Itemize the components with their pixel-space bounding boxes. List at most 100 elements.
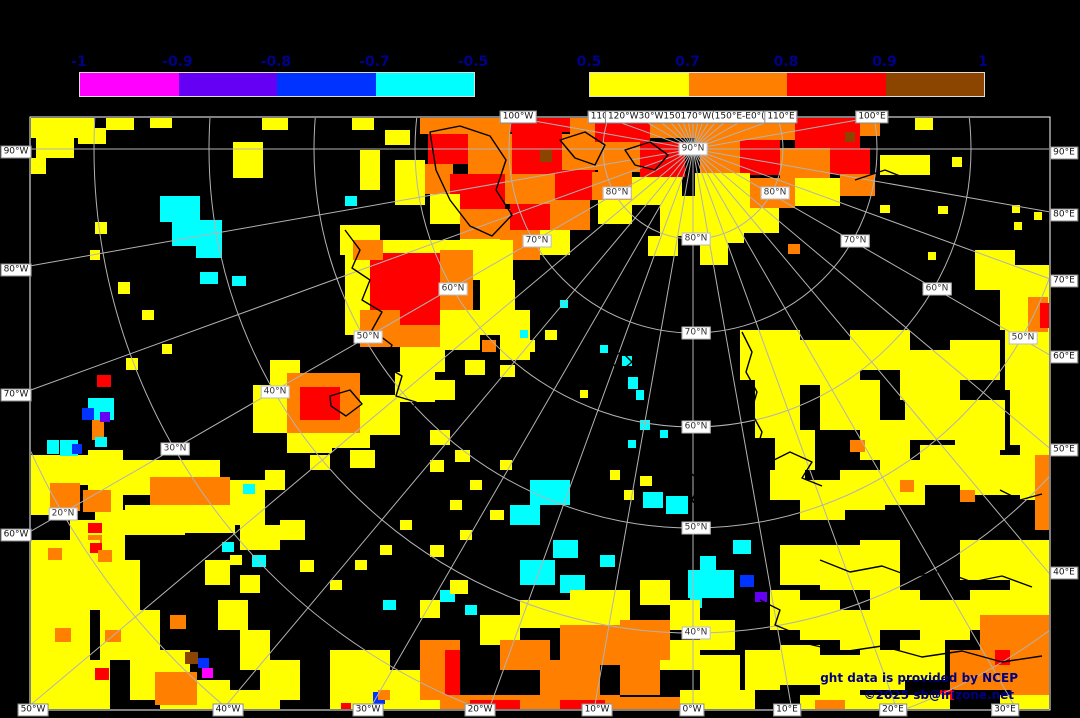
map-cell: [83, 490, 111, 512]
coastline: [607, 351, 633, 373]
negative-colorbar-tick-label: -0.7: [359, 54, 390, 70]
map-cell: [510, 505, 540, 525]
map-cell: [640, 580, 670, 605]
map-cell: [118, 282, 130, 294]
map-cell: [88, 523, 102, 533]
map-cell: [952, 157, 962, 167]
map-cell: [172, 220, 222, 246]
map-cell: [840, 174, 875, 196]
map-cell: [598, 200, 632, 224]
map-cell: [243, 484, 255, 494]
map-cell: [95, 437, 107, 447]
map-cell: [262, 118, 288, 130]
positive-colorbar-segment: [590, 73, 689, 96]
negative-colorbar-segment: [80, 73, 179, 96]
lon-label-left: 70°W: [0, 388, 32, 402]
map-cell: [460, 530, 472, 540]
map-cell: [330, 580, 342, 590]
map-cell: [1040, 303, 1049, 328]
map-cell: [500, 365, 515, 377]
graticule-meridian: [692, 148, 1049, 449]
positive-colorbar-tick-label: 0.5: [576, 54, 602, 70]
map-cell: [1010, 640, 1049, 700]
map-cell: [470, 480, 482, 490]
map-cell: [520, 330, 528, 338]
lat-label-interior: 70°N: [681, 326, 711, 340]
lat-label-interior: 80°N: [681, 232, 711, 246]
graticule-meridian: [692, 148, 1049, 280]
map-cell: [744, 208, 779, 233]
map-cell: [512, 132, 562, 174]
map-cell: [600, 555, 615, 567]
map-cell: [300, 560, 314, 572]
lon-label-bottom: 10°W: [581, 703, 613, 717]
negative-colorbar-tick-label: -0.5: [457, 54, 489, 70]
map-cell: [60, 455, 88, 485]
map-cell: [500, 640, 550, 670]
lon-label-bottom: 40°W: [212, 703, 244, 717]
map-cell: [355, 560, 367, 570]
map-cell: [845, 132, 855, 142]
map-cell: [620, 660, 660, 695]
map-cell: [628, 377, 638, 389]
map-cell: [905, 395, 960, 440]
map-cell: [160, 196, 200, 222]
map-cell: [840, 610, 880, 650]
map-cell: [960, 540, 1000, 580]
coastline: [329, 389, 363, 417]
map-cell: [660, 196, 704, 236]
map-cell: [47, 440, 59, 454]
map-cell: [155, 672, 197, 705]
positive-colorbar-tick-label: 0.9: [872, 54, 897, 70]
lat-label-interior: 20°N: [48, 507, 78, 521]
map-cell: [505, 174, 555, 204]
map-cell: [360, 150, 380, 190]
map-cell: [95, 222, 107, 234]
map-cell: [995, 650, 1010, 665]
map-cell: [520, 560, 555, 585]
map-cell: [90, 543, 102, 553]
graticule-meridian: [222, 148, 694, 709]
map-cell: [755, 592, 767, 602]
map-cell: [341, 703, 351, 709]
graticule-meridian: [692, 148, 898, 709]
negative-colorbar-tick-label: -1: [71, 54, 87, 70]
map-cell: [95, 668, 109, 680]
map-cell: [938, 206, 948, 214]
map-cell: [740, 330, 800, 380]
map-cell: [670, 600, 700, 630]
map-cell: [218, 600, 248, 630]
lat-label-interior: 50°N: [353, 330, 383, 344]
positive-colorbar-segment: [688, 73, 787, 96]
map-cell: [660, 430, 668, 438]
map-cell: [628, 440, 636, 448]
map-cell: [740, 140, 780, 175]
map-cell: [380, 545, 392, 555]
lat-label-interior: 40°N: [681, 626, 711, 640]
map-cell: [648, 236, 678, 256]
map-cell: [430, 430, 450, 445]
map-cell: [98, 550, 112, 562]
map-cell: [482, 340, 496, 352]
map-cell: [600, 345, 608, 353]
lon-label-bottom: 30°E: [991, 703, 1019, 717]
map-cell: [450, 580, 468, 594]
attribution-copyright: ©2025 sb@irizone.net: [863, 688, 1014, 702]
lat-label-interior: 50°N: [1008, 331, 1038, 345]
graticule-meridian: [692, 148, 1049, 575]
negative-colorbar-tick-label: -0.9: [162, 54, 193, 70]
lon-label-right: 50°E: [1050, 443, 1078, 457]
coastline: [687, 469, 703, 527]
map-cell: [55, 628, 71, 642]
lat-label-interior: 80°N: [602, 186, 632, 200]
map-cell: [580, 390, 588, 398]
graticule-meridian: [593, 148, 694, 709]
positive-colorbar-segment: [885, 73, 984, 96]
map-cell: [1012, 205, 1020, 213]
map-cell: [97, 375, 111, 387]
map-cell: [353, 240, 383, 260]
map-cell: [775, 430, 815, 470]
map-cell: [430, 380, 455, 400]
